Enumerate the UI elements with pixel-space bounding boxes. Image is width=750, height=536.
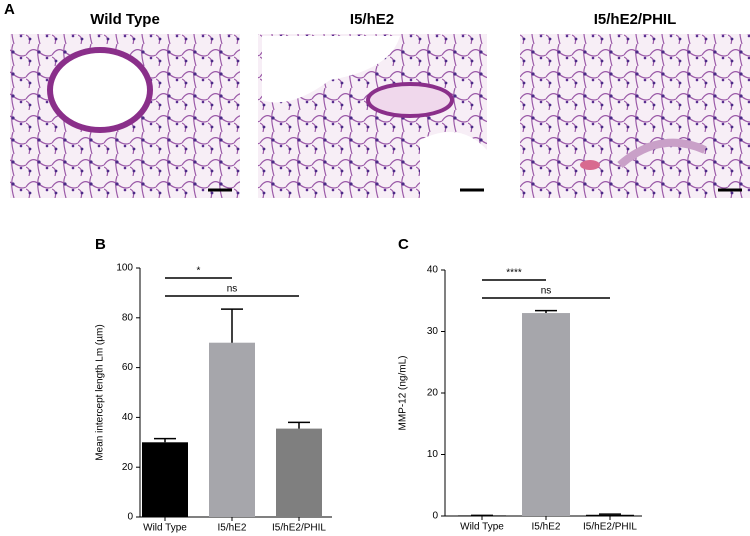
bar	[209, 342, 255, 517]
y-tick-label: 40	[427, 265, 439, 276]
y-tick-label: 0	[432, 511, 438, 522]
y-tick-label: 10	[427, 449, 439, 460]
y-axis-label: Mean intercept length Lm (µm)	[95, 324, 106, 460]
y-tick-label: 0	[127, 512, 133, 523]
bar	[142, 442, 188, 517]
panel-label: C	[398, 236, 409, 253]
y-tick-label: 80	[122, 312, 134, 323]
x-tick-label: Wild Type	[460, 522, 504, 533]
y-tick-label: 100	[116, 263, 133, 274]
panel-label: B	[95, 236, 106, 253]
image-title: I5/hE2	[350, 11, 394, 28]
bar	[522, 313, 570, 516]
significance-label: ****	[506, 268, 522, 279]
panel-label: A	[4, 1, 15, 18]
x-tick-label: I5/hE2/PHIL	[272, 523, 326, 534]
x-tick-label: I5/hE2	[532, 522, 561, 533]
micrograph	[10, 34, 240, 198]
y-tick-label: 60	[122, 362, 134, 373]
x-tick-label: I5/hE2/PHIL	[583, 522, 637, 533]
micrograph	[258, 34, 487, 198]
micrograph	[520, 34, 750, 198]
error-bar	[535, 309, 557, 314]
image-title: Wild Type	[90, 11, 160, 28]
significance-label: *	[197, 266, 201, 277]
x-tick-label: Wild Type	[143, 523, 187, 534]
x-tick-label: I5/hE2	[218, 523, 247, 534]
y-tick-label: 40	[122, 412, 134, 423]
error-bar	[221, 308, 243, 343]
bar	[276, 428, 322, 517]
image-title: I5/hE2/PHIL	[594, 11, 677, 28]
y-tick-label: 20	[427, 388, 439, 399]
y-tick-label: 30	[427, 326, 439, 337]
error-bar	[154, 437, 176, 443]
significance-label: ns	[227, 284, 238, 295]
y-tick-label: 20	[122, 462, 134, 473]
error-bar	[599, 513, 621, 515]
error-bar	[288, 421, 310, 429]
bar	[586, 514, 634, 516]
significance-label: ns	[541, 286, 552, 297]
y-axis-label: MMP-12 (ng/mL)	[398, 355, 409, 430]
